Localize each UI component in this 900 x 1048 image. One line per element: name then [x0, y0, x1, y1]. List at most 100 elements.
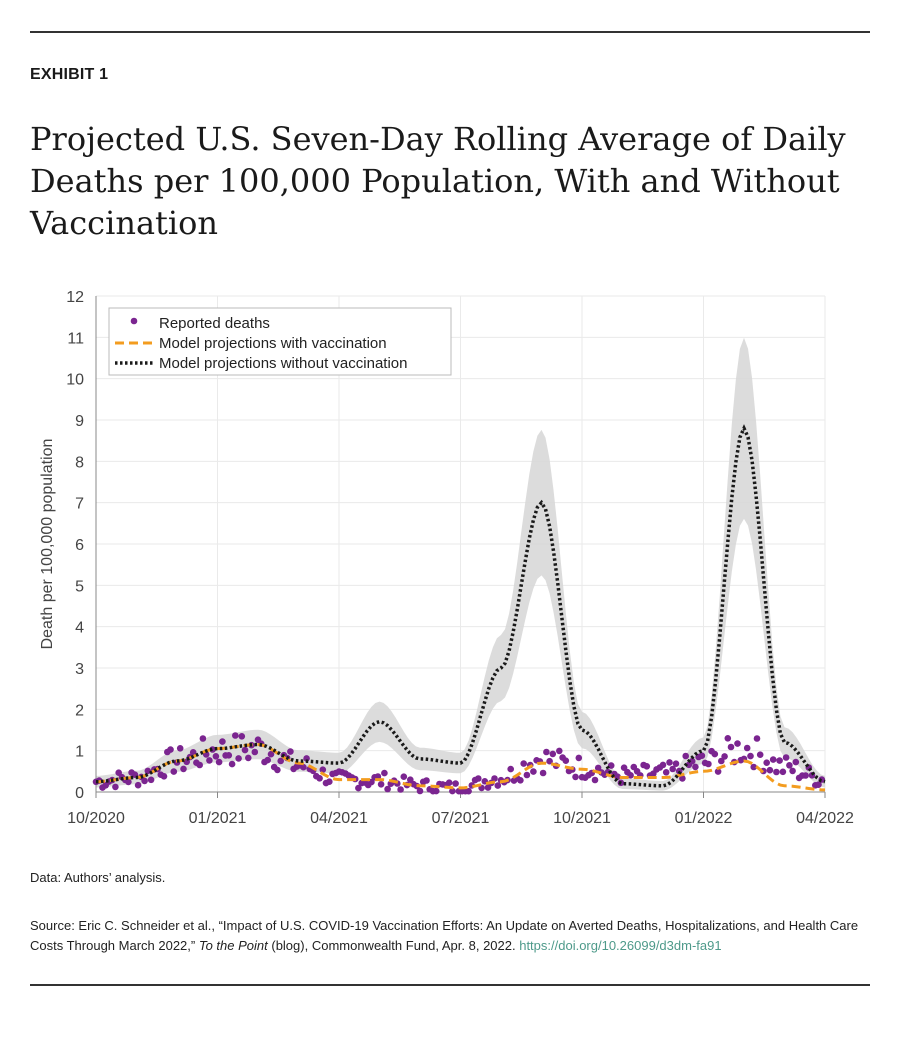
source-note: Source: Eric C. Schneider et al., “Impac…: [30, 916, 860, 956]
reported-death-point: [377, 781, 385, 788]
reported-death-point: [507, 765, 514, 773]
reported-death-point: [206, 757, 213, 764]
x-tick-label: 10/2020: [67, 810, 125, 827]
reported-death-point: [692, 763, 699, 771]
y-tick-label: 0: [75, 785, 84, 802]
reported-death-point: [215, 758, 223, 766]
reported-death-point: [219, 738, 226, 745]
reported-death-point: [773, 768, 780, 776]
reported-death-point: [228, 760, 236, 768]
reported-death-point: [718, 757, 725, 765]
reported-death-point: [251, 748, 259, 756]
reported-death-point: [747, 752, 754, 760]
reported-death-point: [319, 766, 327, 773]
reported-death-point: [724, 735, 732, 742]
reported-death-point: [397, 786, 404, 793]
no-vaccination-uncertainty-band: [96, 337, 825, 791]
legend-marker-reported-deaths: [130, 317, 138, 325]
reported-death-point: [753, 735, 761, 742]
reported-death-point: [287, 748, 294, 755]
reported-death-point: [238, 733, 246, 740]
reported-death-point: [672, 760, 680, 767]
x-tick-label: 10/2021: [553, 810, 611, 827]
reported-death-point: [160, 773, 168, 780]
y-tick-label: 7: [75, 496, 84, 513]
reported-death-point: [556, 747, 563, 755]
reported-death-point: [572, 773, 579, 781]
x-tick-label: 04/2022: [796, 810, 854, 827]
reported-death-point: [530, 768, 537, 775]
reported-death-point: [180, 765, 187, 773]
y-tick-label: 8: [75, 454, 84, 471]
reported-death-point: [274, 766, 281, 774]
reported-death-point: [591, 776, 599, 784]
reported-death-point: [727, 743, 735, 751]
y-tick-label: 1: [75, 744, 84, 761]
reported-death-point: [267, 750, 275, 758]
reported-deaths-layer: [92, 732, 826, 795]
reported-death-point: [241, 746, 249, 754]
reported-death-point: [666, 759, 673, 766]
reported-death-point: [682, 752, 689, 760]
reported-death-point: [669, 765, 676, 773]
reported-death-point: [763, 759, 770, 766]
y-tick-label: 6: [75, 537, 84, 554]
legend-box: [108, 307, 452, 376]
reported-death-point: [300, 763, 307, 771]
legend: Reported deaths Model projections with va…: [108, 307, 452, 376]
reported-death-point: [769, 756, 777, 763]
reported-death-point: [199, 735, 207, 742]
reported-death-point: [543, 748, 550, 756]
reported-death-point: [445, 779, 453, 786]
reported-death-point: [705, 760, 712, 768]
reported-death-point: [614, 773, 621, 780]
reported-death-point: [782, 754, 790, 761]
x-tick-label: 07/2021: [432, 810, 490, 827]
reported-death-point: [465, 787, 472, 795]
reported-death-point: [212, 753, 220, 760]
reported-death-point: [756, 751, 764, 758]
reported-death-point: [196, 761, 203, 769]
reported-death-point: [750, 763, 757, 771]
reported-death-point: [491, 775, 498, 782]
reported-death-point: [523, 771, 531, 779]
reported-death-point: [147, 776, 155, 784]
reported-death-point: [627, 772, 634, 779]
reported-death-point: [176, 745, 184, 752]
without-vaccination-line: [95, 424, 826, 788]
y-tick-label: 11: [67, 330, 84, 347]
reported-death-point: [475, 775, 482, 782]
reported-death-point: [245, 754, 252, 762]
data-note: Data: Authors’ analysis.: [30, 870, 166, 885]
reported-death-point: [539, 769, 547, 777]
reported-death-point: [432, 787, 440, 795]
reported-death-point: [721, 753, 728, 760]
x-tick-label: 01/2022: [675, 810, 733, 827]
uncertainty-band-layer: [96, 337, 825, 791]
x-tick-label: 04/2021: [310, 810, 368, 827]
reported-death-point: [232, 732, 239, 739]
reported-death-point: [125, 778, 132, 786]
source-prefix: Source: Eric C. Schneider et al., “Impac…: [30, 918, 859, 953]
reported-death-point: [679, 775, 686, 782]
reported-death-point: [384, 785, 391, 793]
reported-death-point: [792, 758, 800, 766]
reported-death-point: [452, 780, 459, 787]
with-vaccination-line: [95, 742, 826, 792]
reported-death-point: [264, 756, 271, 764]
reported-death-point: [786, 762, 793, 769]
y-tick-label: 4: [75, 620, 84, 637]
reported-death-point: [167, 746, 174, 753]
exhibit-label: EXHIBIT 1: [30, 66, 109, 83]
reported-death-point: [766, 766, 774, 774]
reported-death-point: [517, 777, 524, 784]
chart-title: Projected U.S. Seven-Day Rolling Average…: [30, 120, 846, 242]
source-doi-link[interactable]: https://doi.org/10.26099/d3dm-fa91: [519, 938, 722, 953]
reported-death-point: [779, 768, 787, 776]
reported-death-point: [711, 750, 719, 758]
bottom-rule: [30, 984, 870, 986]
y-tick-label: 3: [75, 661, 84, 678]
legend-label: Model projections without vaccination: [159, 355, 407, 372]
reported-death-point: [134, 781, 142, 789]
